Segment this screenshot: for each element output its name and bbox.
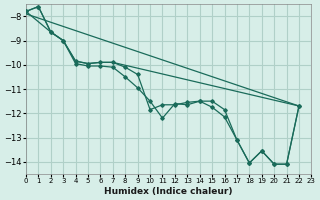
X-axis label: Humidex (Indice chaleur): Humidex (Indice chaleur) <box>104 187 233 196</box>
